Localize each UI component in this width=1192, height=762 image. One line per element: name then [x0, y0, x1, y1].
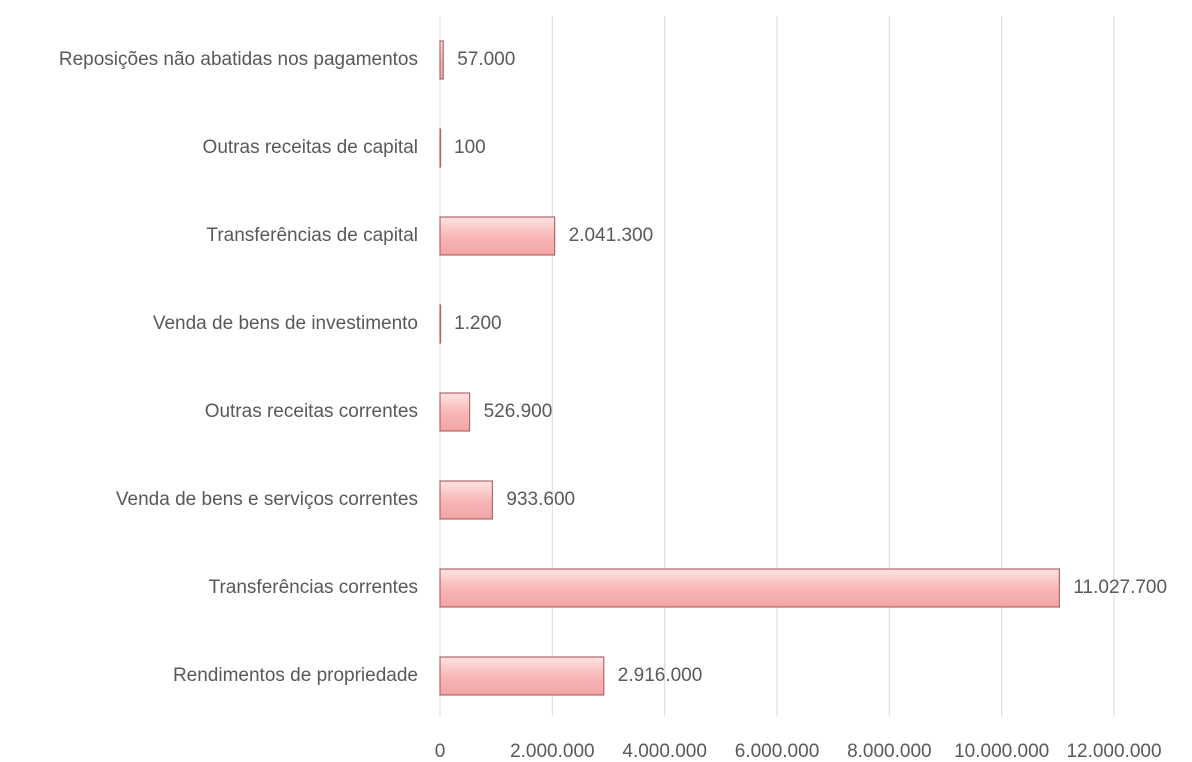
y-tick-label: Transferências de capital: [206, 225, 418, 246]
data-label: 933.600: [506, 489, 575, 510]
data-label: 100: [454, 137, 486, 158]
bar: [439, 40, 444, 80]
x-tick-label: 10.000.000: [954, 741, 1049, 762]
x-tick-label: 4.000.000: [622, 741, 707, 762]
y-tick-label: Outras receitas de capital: [203, 137, 418, 158]
x-tick-label: 0: [435, 741, 446, 762]
bar: [439, 656, 605, 696]
y-tick-label: Reposições não abatidas nos pagamentos: [59, 49, 418, 70]
x-tick-label: 2.000.000: [510, 741, 595, 762]
x-tick-label: 12.000.000: [1066, 741, 1161, 762]
y-tick-label: Outras receitas correntes: [205, 401, 418, 422]
bar: [439, 304, 442, 344]
y-tick-label: Transferências correntes: [209, 577, 418, 598]
data-label: 11.027.700: [1073, 577, 1167, 598]
data-label: 2.916.000: [618, 665, 703, 686]
x-tick-label: 6.000.000: [735, 741, 820, 762]
bar: [439, 216, 556, 256]
bar: [439, 128, 442, 168]
data-label: 526.900: [484, 401, 553, 422]
x-tick-label: 8.000.000: [847, 741, 932, 762]
bar: [439, 568, 1060, 608]
bar: [439, 480, 494, 520]
y-tick-label: Venda de bens de investimento: [153, 313, 418, 334]
bar: [439, 392, 471, 432]
y-tick-label: Venda de bens e serviços correntes: [116, 489, 418, 510]
data-label: 2.041.300: [569, 225, 654, 246]
data-label: 1.200: [454, 313, 502, 334]
y-tick-label: Rendimentos de propriedade: [173, 665, 418, 686]
data-label: 57.000: [457, 49, 515, 70]
